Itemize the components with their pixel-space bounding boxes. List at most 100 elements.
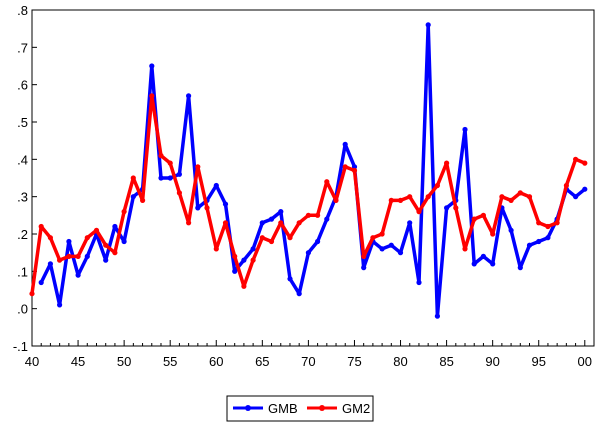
data-point-gm2 xyxy=(444,160,450,166)
data-point-gm2 xyxy=(149,93,155,99)
series-layer xyxy=(29,22,588,319)
data-point-gmb xyxy=(480,253,486,259)
data-point-gm2 xyxy=(536,220,542,226)
data-point-gm2 xyxy=(526,194,533,200)
data-point-gmb xyxy=(176,171,182,177)
series-gmb xyxy=(38,22,588,319)
data-point-gmb xyxy=(324,216,330,222)
data-point-gm2 xyxy=(186,220,192,226)
data-point-gmb xyxy=(66,238,72,245)
data-point-gm2 xyxy=(176,190,182,196)
y-axis: -.1 .0 .1 .2 .3 .4 .5 .6 .7 .8 xyxy=(13,3,37,354)
data-point-gm2 xyxy=(57,257,63,263)
data-point-gmb xyxy=(526,242,533,248)
data-point-gmb xyxy=(444,205,450,211)
data-point-gm2 xyxy=(471,216,477,222)
series-line-gmb xyxy=(39,23,586,318)
data-point-gm2 xyxy=(222,220,229,226)
data-point-gm2 xyxy=(296,220,302,226)
data-point-gmb xyxy=(278,209,284,215)
data-point-gmb xyxy=(57,302,63,308)
x-tick-label: 40 xyxy=(25,354,39,369)
x-tick-label: 85 xyxy=(439,354,453,369)
data-point-gmb xyxy=(38,279,44,286)
data-point-gm2 xyxy=(140,197,146,203)
data-point-gm2 xyxy=(361,253,367,259)
data-point-gm2 xyxy=(480,212,486,218)
data-point-gm2 xyxy=(517,190,523,196)
legend-entry-gmb: GMB xyxy=(233,401,298,416)
data-point-gm2 xyxy=(38,223,44,230)
data-point-gm2 xyxy=(370,235,376,241)
x-tick-label: 55 xyxy=(163,354,177,369)
data-point-gm2 xyxy=(490,231,496,237)
data-point-gmb xyxy=(149,63,155,69)
data-point-gmb xyxy=(121,238,127,245)
data-point-gm2 xyxy=(195,164,201,170)
data-point-gmb xyxy=(213,182,219,189)
data-point-gm2 xyxy=(93,227,100,233)
data-point-gmb xyxy=(167,175,173,181)
data-point-gm2 xyxy=(75,253,81,259)
y-tick-label: -.1 xyxy=(13,339,28,354)
y-tick-label: .6 xyxy=(17,78,28,93)
y-tick-label: .4 xyxy=(17,152,28,167)
data-point-gmb xyxy=(462,126,468,133)
x-tick-label: 75 xyxy=(347,354,361,369)
data-point-gm2 xyxy=(508,197,514,203)
data-point-gm2 xyxy=(462,246,468,252)
data-point-gm2 xyxy=(158,153,164,159)
plot-frame xyxy=(31,9,595,347)
data-point-gmb xyxy=(103,257,109,263)
data-point-gmb xyxy=(315,238,321,245)
data-point-gmb xyxy=(296,291,302,297)
data-point-gmb xyxy=(397,250,404,256)
data-point-gmb xyxy=(573,194,579,200)
data-point-gmb xyxy=(416,279,422,286)
data-point-gm2 xyxy=(388,197,394,203)
data-point-gm2 xyxy=(545,223,551,230)
data-point-gmb xyxy=(361,265,367,271)
data-point-gm2 xyxy=(204,205,210,211)
data-point-gmb xyxy=(232,268,238,274)
data-point-gm2 xyxy=(250,257,256,263)
y-tick-label: .1 xyxy=(17,264,28,279)
data-point-gmb xyxy=(130,194,136,200)
data-point-gm2 xyxy=(425,194,431,200)
data-point-gm2 xyxy=(213,246,219,252)
data-point-gm2 xyxy=(397,197,404,203)
x-tick-label: 90 xyxy=(485,354,499,369)
data-point-gm2 xyxy=(416,209,422,215)
data-point-gmb xyxy=(75,272,81,278)
data-point-gm2 xyxy=(232,253,238,259)
data-point-gm2 xyxy=(582,160,588,166)
data-point-gm2 xyxy=(112,250,118,256)
legend: GMB GM2 xyxy=(226,395,374,422)
data-point-gmb xyxy=(342,141,348,147)
data-point-gmb xyxy=(508,227,514,233)
y-tick-label: .5 xyxy=(17,115,28,130)
data-point-gmb xyxy=(47,261,54,267)
data-point-gm2 xyxy=(324,179,330,185)
data-point-gmb xyxy=(536,238,542,245)
legend-entry-gm2: GM2 xyxy=(307,401,370,416)
data-point-gmb xyxy=(471,261,477,267)
x-tick-label: 70 xyxy=(301,354,315,369)
x-axis: 40 45 50 55 60 65 70 75 80 85 90 95 00 xyxy=(25,340,595,369)
data-point-gmb xyxy=(112,223,118,230)
data-point-gmb xyxy=(195,205,201,211)
data-point-gm2 xyxy=(563,182,570,189)
data-point-gm2 xyxy=(379,231,385,237)
x-tick-label: 65 xyxy=(255,354,269,369)
data-point-gmb xyxy=(241,257,247,263)
data-point-gmb xyxy=(582,186,588,192)
data-point-gm2 xyxy=(259,235,265,241)
data-point-gmb xyxy=(388,242,394,248)
data-point-gm2 xyxy=(351,167,358,174)
x-tick-label: 00 xyxy=(578,354,592,369)
data-point-gm2 xyxy=(47,235,54,241)
data-point-gm2 xyxy=(241,283,247,289)
data-point-gm2 xyxy=(268,238,275,245)
data-point-gmb xyxy=(517,265,523,271)
data-point-gm2 xyxy=(499,194,505,200)
